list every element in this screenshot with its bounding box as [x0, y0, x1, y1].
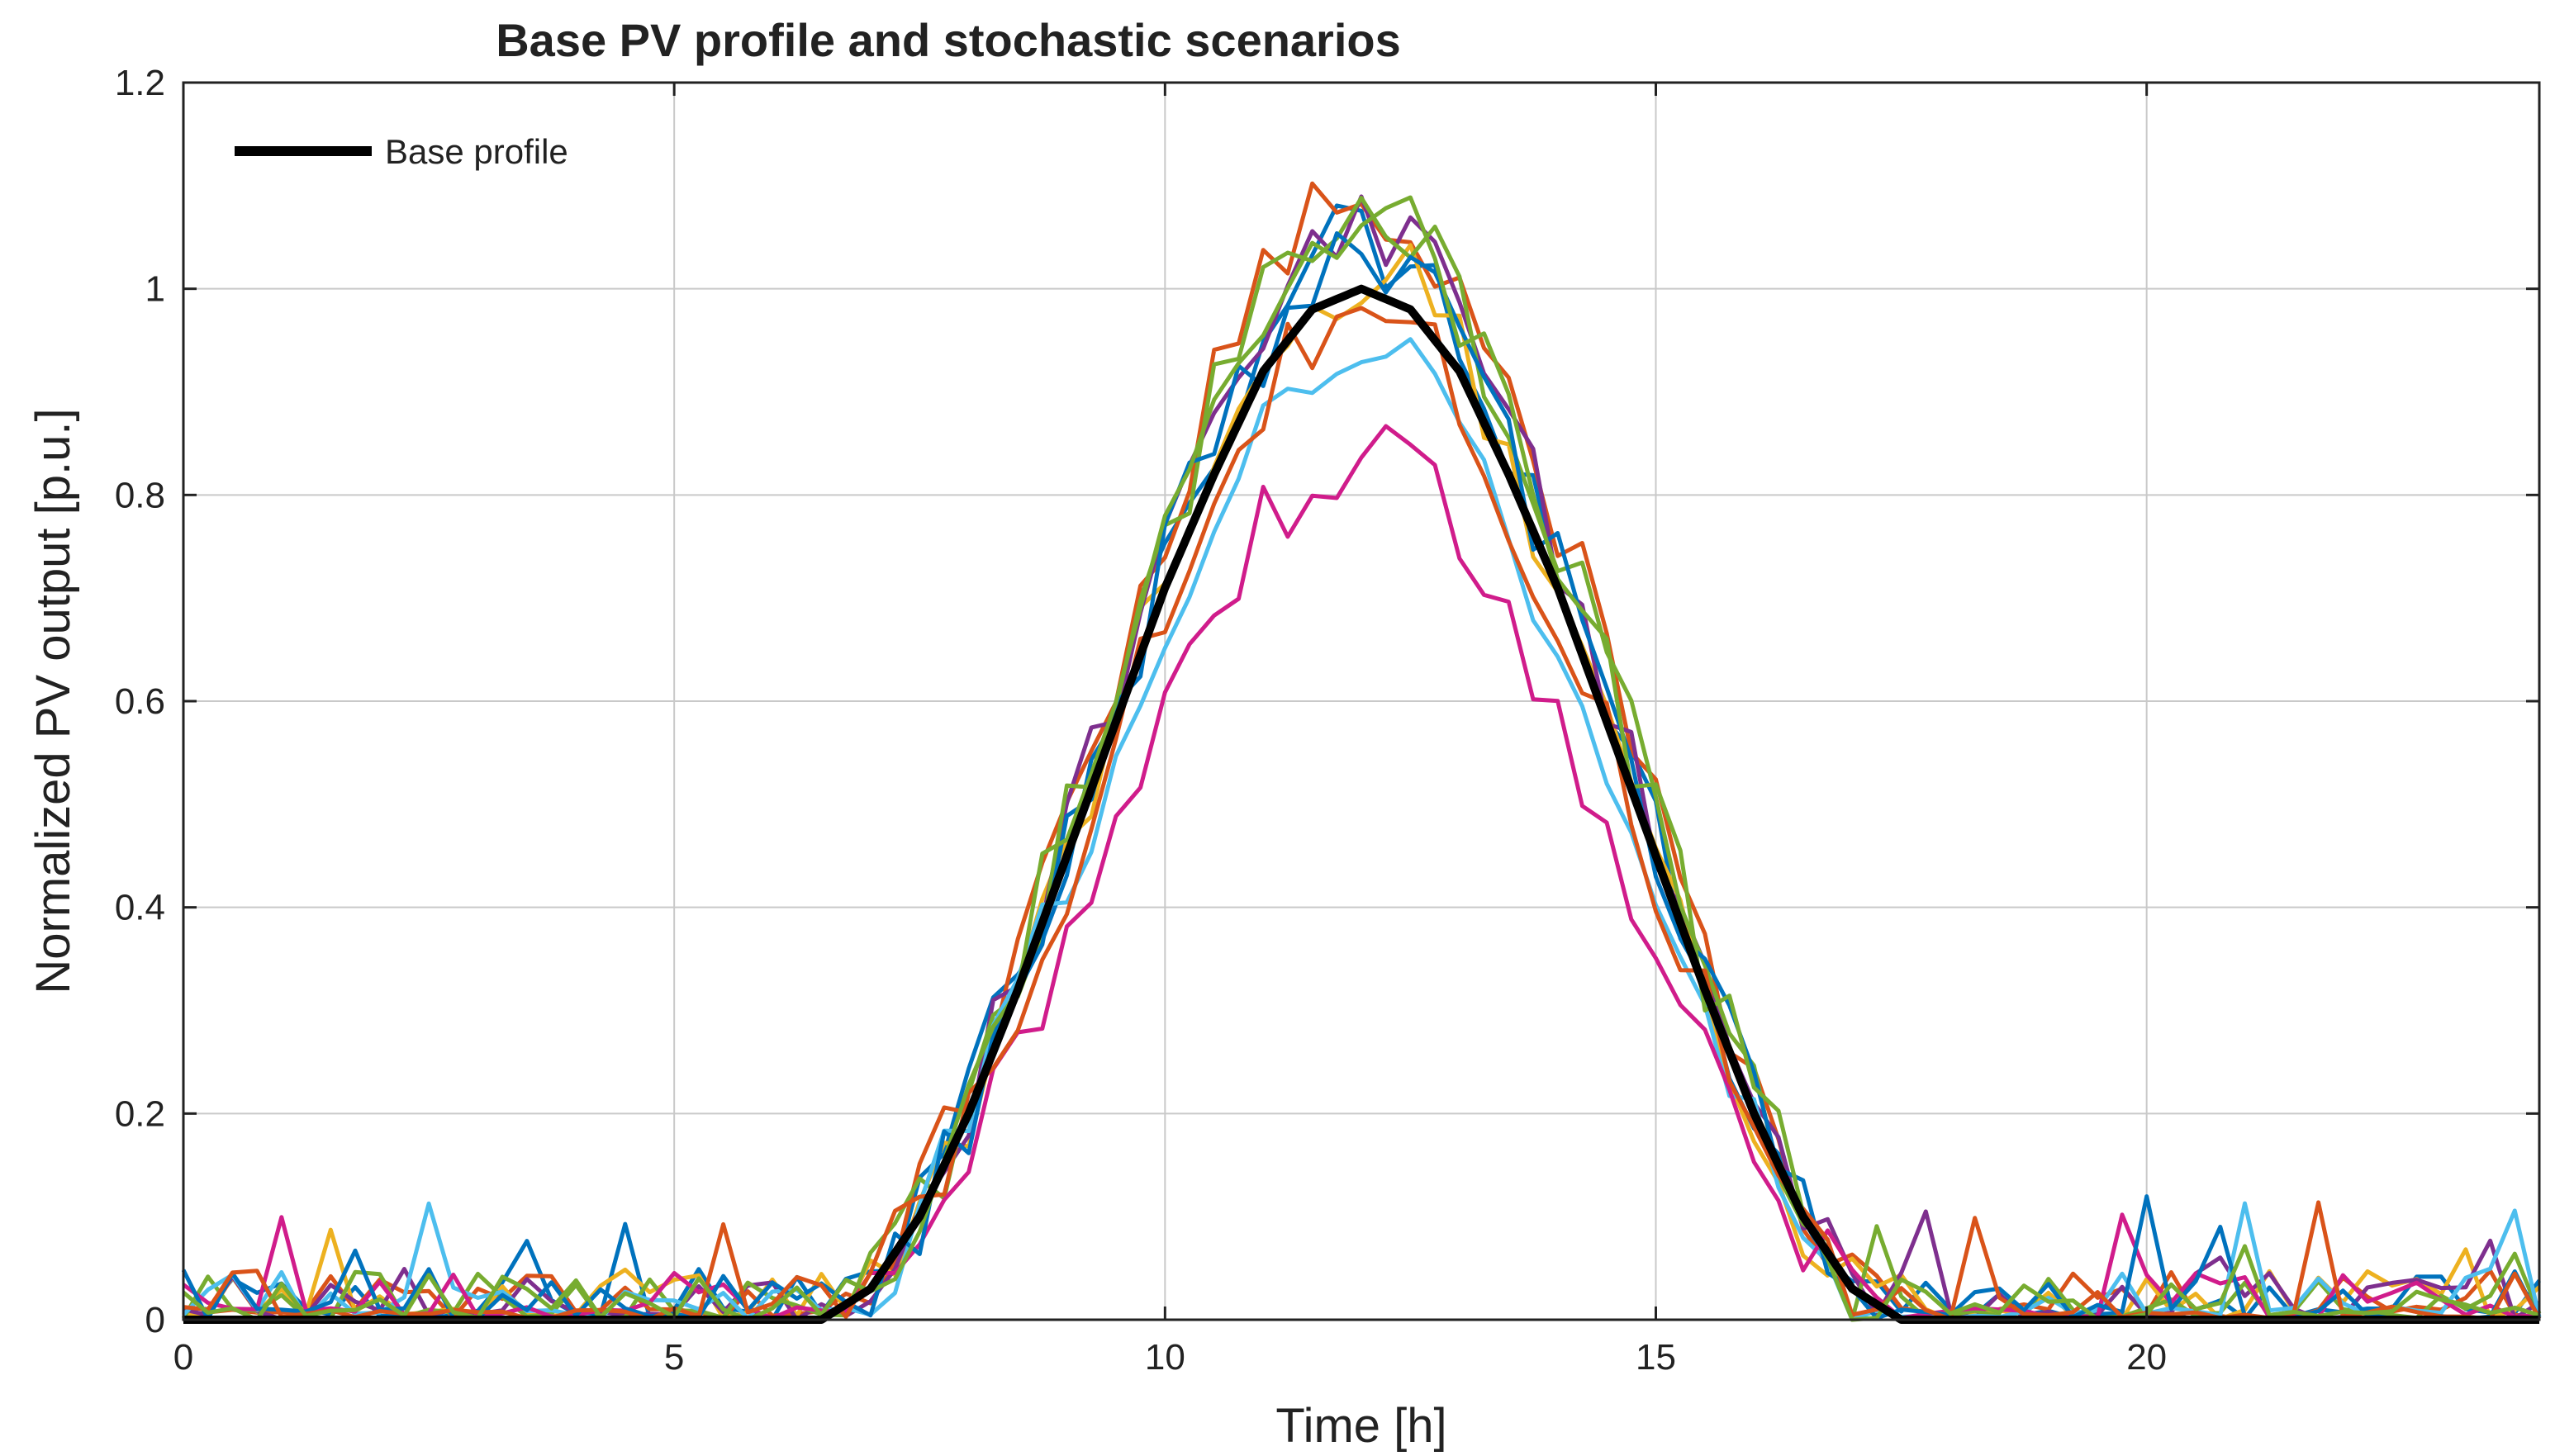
y-tick-label: 0.2 [115, 1093, 165, 1134]
base-profile-group [183, 284, 2539, 1324]
y-tick-label: 0 [145, 1300, 165, 1340]
y-tick-label: 1.2 [115, 63, 165, 103]
scenario-line [183, 194, 2541, 1322]
y-tick-label: 1 [145, 269, 165, 310]
base-profile-line [183, 284, 2539, 1324]
x-tick-label: 0 [173, 1337, 193, 1378]
chart-title: Base PV profile and stochastic scenarios [496, 14, 1401, 66]
y-tick-label: 0.6 [115, 681, 165, 722]
x-tick-label: 20 [2126, 1337, 2167, 1378]
y-tick-label: 0.8 [115, 475, 165, 515]
grid-lines [183, 83, 2539, 1320]
y-axis-label: Normalized PV output [p.u.] [26, 408, 80, 994]
y-axis-ticks: 0 0.2 0.4 0.6 0.8 1 1.2 [115, 63, 2539, 1340]
x-axis-ticks: 0 5 10 15 20 [173, 83, 2167, 1378]
scenario-line [182, 195, 2540, 1322]
scenario-line [182, 337, 2542, 1322]
scenario-line [183, 203, 2541, 1322]
scenario-line [181, 231, 2542, 1321]
y-tick-label: 0.4 [115, 888, 165, 928]
scenario-line [182, 424, 2540, 1321]
legend: Base profile [235, 132, 568, 171]
x-tick-label: 10 [1145, 1337, 1185, 1378]
scenario-line [183, 181, 2540, 1322]
scenario-line [183, 243, 2541, 1321]
scenario-lines [181, 181, 2542, 1322]
x-tick-label: 15 [1636, 1337, 1676, 1378]
x-tick-label: 5 [664, 1337, 684, 1378]
legend-label-base-profile: Base profile [385, 132, 568, 171]
scenario-line [181, 196, 2542, 1322]
x-axis-label: Time [h] [1275, 1399, 1446, 1453]
